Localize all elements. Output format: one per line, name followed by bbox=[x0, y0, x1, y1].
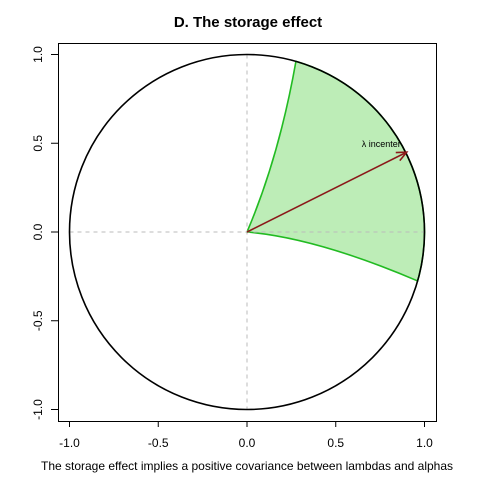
y-tick-label: -1.0 bbox=[31, 399, 45, 420]
y-tick-label: 1.0 bbox=[31, 46, 45, 63]
chart-title: D. The storage effect bbox=[174, 14, 322, 31]
x-tick-label: 1.0 bbox=[416, 436, 433, 450]
sector-region bbox=[247, 61, 425, 281]
caption: The storage effect implies a positive co… bbox=[41, 459, 453, 473]
x-tick-label: 0.5 bbox=[327, 436, 344, 450]
x-tick-label: 0.0 bbox=[239, 436, 256, 450]
y-tick-label: 0.5 bbox=[31, 135, 45, 152]
y-tick-label: -0.5 bbox=[31, 310, 45, 331]
incenter-label: λ incenter bbox=[362, 139, 401, 149]
x-tick-label: -0.5 bbox=[148, 436, 169, 450]
x-tick-label: -1.0 bbox=[59, 436, 80, 450]
plot-content: λ incenter -1.0 -0.5 0.0 0.5 1.0 -1.0 -0.5 0.0 0.… bbox=[31, 46, 433, 450]
y-tick-label: 0.0 bbox=[31, 223, 45, 240]
